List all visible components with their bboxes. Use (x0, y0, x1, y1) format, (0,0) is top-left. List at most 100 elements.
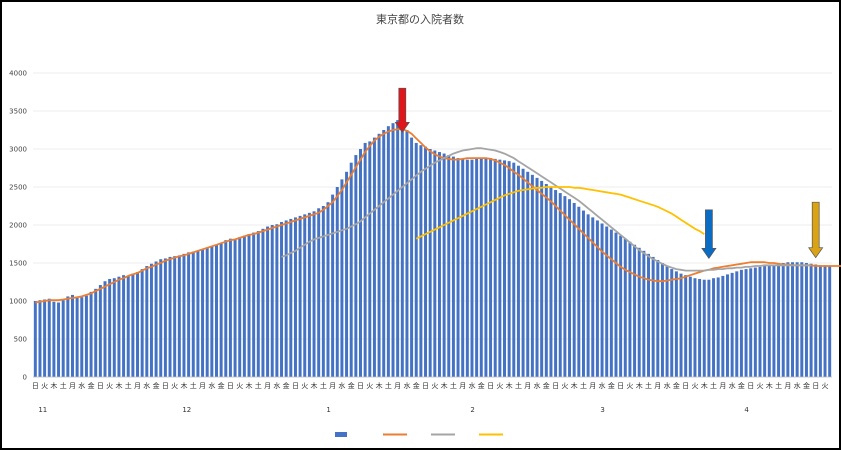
x-tick-label: 水 (403, 381, 410, 390)
x-tick-label: 金 (153, 381, 160, 390)
bar (744, 269, 748, 377)
bar (581, 210, 585, 377)
bar (205, 247, 209, 377)
bar (103, 281, 107, 377)
x-tick-label: 日 (162, 382, 169, 390)
bar (516, 165, 520, 377)
bar (526, 171, 530, 377)
bar (112, 278, 116, 377)
bar (777, 263, 781, 377)
bar (684, 275, 688, 377)
x-tick-label: 金 (218, 381, 225, 390)
bar (800, 262, 804, 377)
bar (149, 263, 153, 377)
x-tick-label: 木 (115, 381, 122, 390)
bar (758, 266, 762, 377)
bar (628, 241, 632, 377)
x-tick-label: 水 (78, 381, 85, 390)
bar (372, 137, 376, 377)
bar (108, 278, 112, 377)
x-tick-label: 日 (422, 382, 429, 390)
x-tick-label: 木 (506, 381, 513, 390)
bar (363, 142, 367, 377)
x-month-label: 2 (470, 406, 474, 414)
bar (47, 298, 51, 377)
arrow-down-icon (701, 209, 717, 260)
bar (693, 278, 697, 377)
bar (182, 253, 186, 377)
x-tick-label: 火 (756, 382, 763, 390)
bar (173, 256, 177, 377)
x-tick-label: 月 (199, 382, 206, 390)
x-tick-label: 日 (682, 382, 689, 390)
y-tick-label: 3500 (9, 108, 27, 116)
bar (791, 262, 795, 377)
x-tick-label: 土 (450, 381, 457, 390)
bar (558, 193, 562, 377)
bar (131, 273, 135, 377)
bar (57, 302, 61, 377)
y-tick-label: 0 (23, 374, 27, 382)
bar (187, 252, 191, 377)
bar (437, 152, 441, 377)
bar (233, 239, 237, 377)
bar (828, 266, 832, 377)
bar (70, 294, 74, 377)
bar (619, 235, 623, 377)
x-tick-label: 水 (534, 381, 541, 390)
bar (238, 237, 242, 377)
bar (479, 158, 483, 377)
bar (475, 158, 479, 377)
bar (577, 206, 581, 377)
bar (377, 133, 381, 377)
bar (814, 264, 818, 377)
bar (656, 259, 660, 377)
x-tick-label: 火 (691, 382, 698, 390)
bar (293, 217, 297, 377)
bar (535, 177, 539, 377)
y-tick-label: 2000 (9, 222, 27, 230)
x-tick-label: 火 (171, 382, 178, 390)
bar (317, 208, 321, 377)
arrow-down-icon (394, 87, 410, 133)
x-tick-label: 木 (246, 381, 253, 390)
x-tick-label: 月 (459, 382, 466, 390)
bar (674, 271, 678, 377)
x-tick-label: 土 (645, 381, 652, 390)
x-tick-label: 月 (264, 382, 271, 390)
x-month-label: 4 (744, 406, 749, 414)
bar (33, 301, 37, 377)
x-tick-label: 土 (125, 381, 132, 390)
bar (461, 158, 465, 377)
bar (716, 277, 720, 377)
x-month-label: 12 (182, 406, 191, 414)
x-tick-label: 土 (60, 381, 67, 390)
bar (470, 159, 474, 377)
bar (405, 130, 409, 377)
bar (725, 274, 729, 377)
bar (670, 269, 674, 377)
bar (498, 159, 502, 377)
x-tick-label: 月 (784, 382, 791, 390)
y-tick-label: 2500 (9, 184, 27, 192)
bar (117, 276, 121, 377)
bar (568, 199, 572, 377)
x-tick-label: 火 (496, 382, 503, 390)
bar (651, 256, 655, 377)
bar (637, 247, 641, 377)
bar (544, 183, 548, 377)
x-tick-label: 日 (292, 382, 299, 390)
bar (609, 229, 613, 377)
x-tick-label: 日 (617, 382, 624, 390)
x-tick-label: 水 (338, 381, 345, 390)
bar (739, 269, 743, 377)
x-tick-label: 水 (664, 381, 671, 390)
bar (261, 228, 265, 377)
bar (679, 273, 683, 377)
bar (126, 275, 130, 377)
bar (307, 212, 311, 377)
bar (396, 120, 400, 378)
bar (191, 251, 195, 377)
bar (280, 221, 284, 377)
